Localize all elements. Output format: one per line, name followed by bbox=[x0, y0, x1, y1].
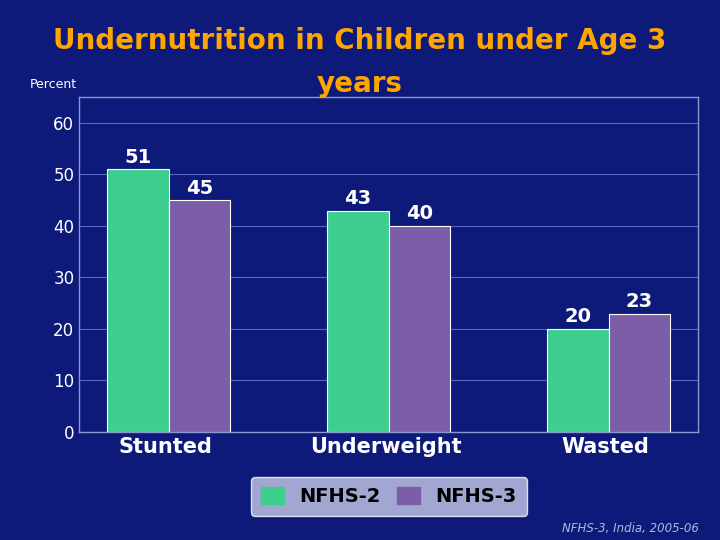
Legend: NFHS-2, NFHS-3: NFHS-2, NFHS-3 bbox=[251, 477, 526, 516]
Bar bbox=[327, 211, 389, 432]
Text: Undernutrition in Children under Age 3: Undernutrition in Children under Age 3 bbox=[53, 27, 667, 55]
Text: years: years bbox=[317, 70, 403, 98]
Bar bbox=[169, 200, 230, 432]
Text: 20: 20 bbox=[564, 307, 591, 326]
Bar bbox=[608, 314, 670, 432]
Bar bbox=[107, 170, 169, 432]
Text: 45: 45 bbox=[186, 179, 213, 198]
Text: 51: 51 bbox=[125, 148, 152, 167]
Text: 23: 23 bbox=[626, 292, 653, 311]
Text: Percent: Percent bbox=[30, 78, 77, 91]
Bar bbox=[389, 226, 451, 432]
Text: 40: 40 bbox=[406, 205, 433, 224]
Text: 43: 43 bbox=[344, 189, 372, 208]
Text: NFHS-3, India, 2005-06: NFHS-3, India, 2005-06 bbox=[562, 522, 698, 535]
Bar bbox=[547, 329, 608, 432]
